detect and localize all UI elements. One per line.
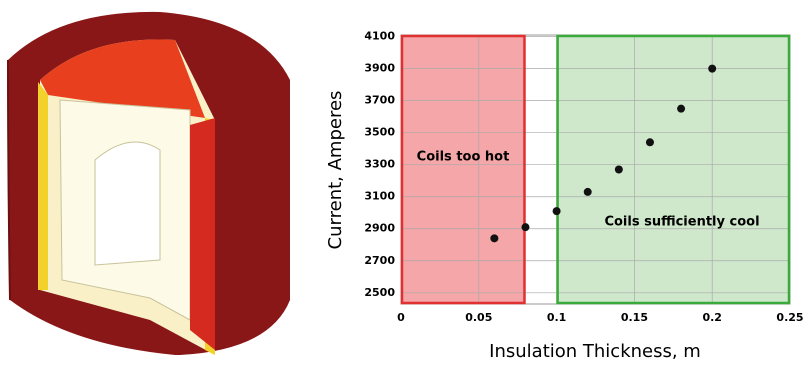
data-point [646, 138, 654, 146]
x-axis-label: Insulation Thickness, m [489, 341, 701, 362]
x-tick-label: 0.15 [621, 311, 648, 324]
furnace-illustration [8, 12, 290, 355]
data-point [490, 234, 498, 242]
y-tick-label: 2500 [364, 286, 395, 299]
data-point [677, 105, 685, 113]
region-label: Coils too hot [417, 150, 510, 165]
figure: Current, Amperes Insulation Thickness, m… [0, 0, 803, 369]
y-tick-label: 3900 [364, 62, 395, 75]
y-tick-label: 3500 [364, 126, 395, 139]
data-point [521, 223, 529, 231]
page: Current, Amperes Insulation Thickness, m… [0, 0, 803, 369]
chart: Current, Amperes Insulation Thickness, m… [325, 30, 803, 362]
region [401, 35, 525, 304]
x-tick-label: 0.1 [547, 311, 567, 324]
data-point [584, 188, 592, 196]
coils [190, 118, 215, 350]
y-tick-label: 3100 [364, 190, 395, 203]
y-tick-label: 3300 [364, 158, 395, 171]
y-tick-label: 2700 [364, 254, 395, 267]
y-tick-label: 2900 [364, 222, 395, 235]
inner-cylinder [95, 142, 160, 265]
y-tick-label: 4100 [364, 30, 395, 43]
x-tick-label: 0 [397, 311, 405, 324]
y-tick-label: 3700 [364, 94, 395, 107]
region [557, 35, 790, 304]
data-point [615, 166, 623, 174]
data-point [553, 207, 561, 215]
x-tick-label: 0.05 [465, 311, 492, 324]
y-axis-label: Current, Amperes [325, 91, 346, 250]
data-point [708, 65, 716, 73]
region-label: Coils sufficiently cool [604, 215, 759, 230]
x-tick-label: 0.2 [702, 311, 722, 324]
x-tick-label: 0.25 [776, 311, 803, 324]
